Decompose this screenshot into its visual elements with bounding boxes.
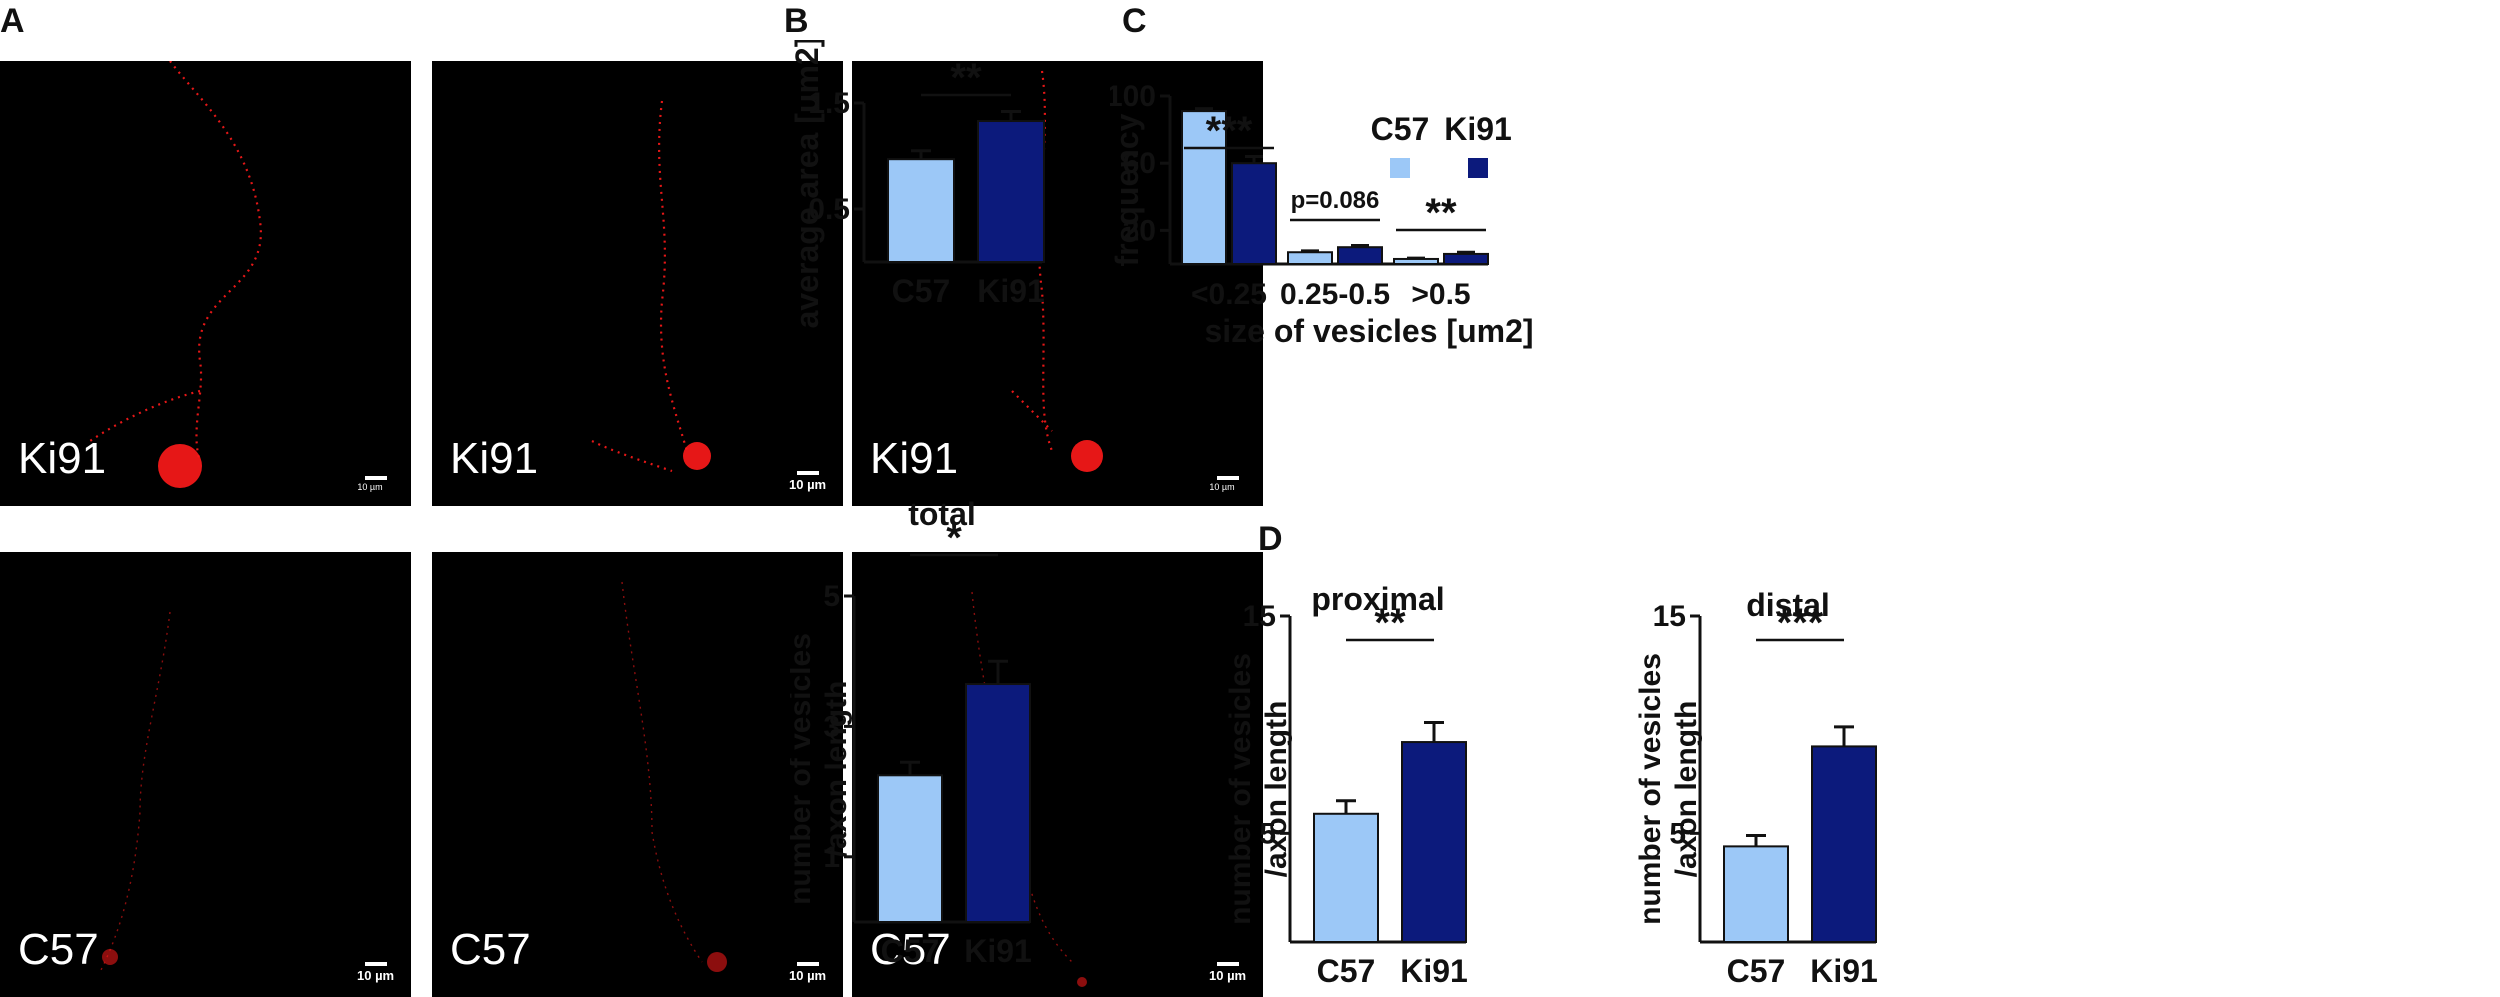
y-axis-label-line: /axon length [1260,701,1293,878]
scale-bar: 10 µm [1209,962,1246,983]
chart-distal-vesicles: 5 15 C57 Ki91 *** number of vesicles/axon len… [1634,587,1878,989]
bar-ki91 [1337,246,1383,265]
significance-marker: *** [1777,601,1824,645]
micrograph-label: Ki91 [18,434,107,483]
bar-ki91 [1443,252,1489,265]
micrograph-label: Ki91 [870,434,959,483]
bar-ki91 [965,683,1031,923]
chart-title: total [908,500,976,532]
significance-marker: *** [1206,109,1253,153]
bar-ki91 [1811,745,1877,943]
x-tick-label: Ki91 [977,273,1045,309]
neuron-signal-image [89,61,262,488]
y-axis-label-line: number of vesicles [790,633,817,905]
scale-bar: 10 µm [357,476,389,492]
micrograph-label: Ki91 [450,434,539,483]
micrograph-ki91-2: Ki91 10 µm [432,61,843,506]
scale-bar-label: 10 µm [789,477,827,492]
x-tick-label: <0.25 [1191,278,1267,311]
y-tick-label: 15 [1653,600,1686,633]
bar-c57 [1393,257,1439,266]
scale-bar: 10 µm [357,962,394,983]
legend-label: Ki91 [1444,111,1512,147]
bar-ki91 [1231,162,1277,265]
micrograph-label: C57 [18,925,99,974]
scale-bar: 10 µm [789,471,826,492]
x-tick-label: Ki91 [1400,953,1468,989]
neuron-signal-image [591,100,711,473]
y-tick-label: 15 [1243,600,1276,633]
scale-bar-label: 10 µm [357,968,395,983]
x-tick-label: Ki91 [964,933,1032,969]
y-axis-label-line: number of vesicles [1634,653,1667,925]
scale-bar-label: 10 µm [789,968,827,983]
bar-c57 [1181,110,1227,266]
scale-bar: 10 µm [789,962,826,983]
legend-label: C57 [1371,111,1430,147]
chart-title: distal [1746,587,1830,623]
x-axis-label: size of vesicles [um2] [1204,313,1533,349]
micrograph-c57-2: C57 10 µm [432,552,843,997]
y-axis-label: average area [um2] [789,40,825,328]
x-tick-label: C57 [892,273,951,309]
panel-letter-c: C [1122,2,1147,40]
y-tick-label: 100 [1110,80,1156,113]
panel-letter-a: A [0,2,25,40]
y-tick-label: 60 [1123,147,1156,180]
y-tick-label: 5 [1259,817,1276,850]
y-tick-label: 0.5 [808,193,850,226]
bar-c57 [877,774,943,923]
micrograph-c57-1: C57 10 µm [0,552,411,997]
y-axis-label-line: /axon length [1670,701,1703,878]
chart-average-area: 0.5 1.5 C57 Ki91 ** average area [um2] [789,40,1045,328]
legend-swatch-c57 [1390,158,1410,178]
significance-marker: ** [1425,191,1457,235]
chart-total-vesicles: 1 3 5 C57 Ki91 * number of vesicles/axon lengt… [790,500,1032,969]
panel-letter-d: D [1258,520,1283,558]
significance-marker: ** [1374,601,1406,645]
x-tick-label: >0.5 [1411,278,1470,311]
significance-marker: * [946,516,962,560]
neuron-signal-image [99,611,171,973]
y-axis-label: frequency [1110,113,1145,266]
bar-c57 [1723,845,1789,943]
significance-marker: ** [950,56,982,100]
micrograph-ki91-1: Ki91 10 µm [0,61,411,506]
scale-bar-label: 10 µm [357,482,383,492]
significance-marker: p=0.086 [1291,187,1380,214]
x-tick-label: C57 [881,933,940,969]
neuron-signal-image [1011,70,1103,472]
y-tick-label: 5 [823,580,840,613]
bar-ki91 [977,120,1045,263]
bar-ki91 [1401,741,1467,943]
x-tick-label: C57 [1317,953,1376,989]
neuron-signal-image [621,581,727,972]
bar-c57 [1313,812,1379,944]
y-tick-label: 1 [823,841,840,874]
legend-swatch-ki91 [1468,158,1488,178]
x-tick-label: 0.25-0.5 [1280,278,1390,311]
y-axis-label-line: /axon length [820,681,853,858]
neuron-signal-image [971,591,1087,987]
scale-bar-label: 10 µm [1209,482,1235,492]
chart-proximal-vesicles: 5 15 C57 Ki91 ** number of vesicles/axon leng… [1224,581,1468,989]
bar-c57 [1287,251,1333,266]
scale-bar: 10 µm [1209,476,1241,492]
x-tick-label: Ki91 [1810,953,1878,989]
chart-vesicle-size-frequency: 20 60 100 <0.25 *** 0.25-0.5 p=0.086 >0.5 ** size… [1110,80,1534,349]
micrograph-label: C57 [870,925,951,974]
chart-title: proximal [1311,581,1444,617]
y-tick-label: 3 [823,710,840,743]
x-tick-label: C57 [1727,953,1786,989]
micrograph-label: C57 [450,925,531,974]
y-tick-label: 5 [1669,817,1686,850]
y-tick-label: 1.5 [808,87,850,120]
y-tick-label: 20 [1123,214,1156,247]
y-axis-label-line: number of vesicles [1224,653,1257,925]
bar-c57 [887,158,955,263]
panel-letter-b: B [784,2,809,40]
